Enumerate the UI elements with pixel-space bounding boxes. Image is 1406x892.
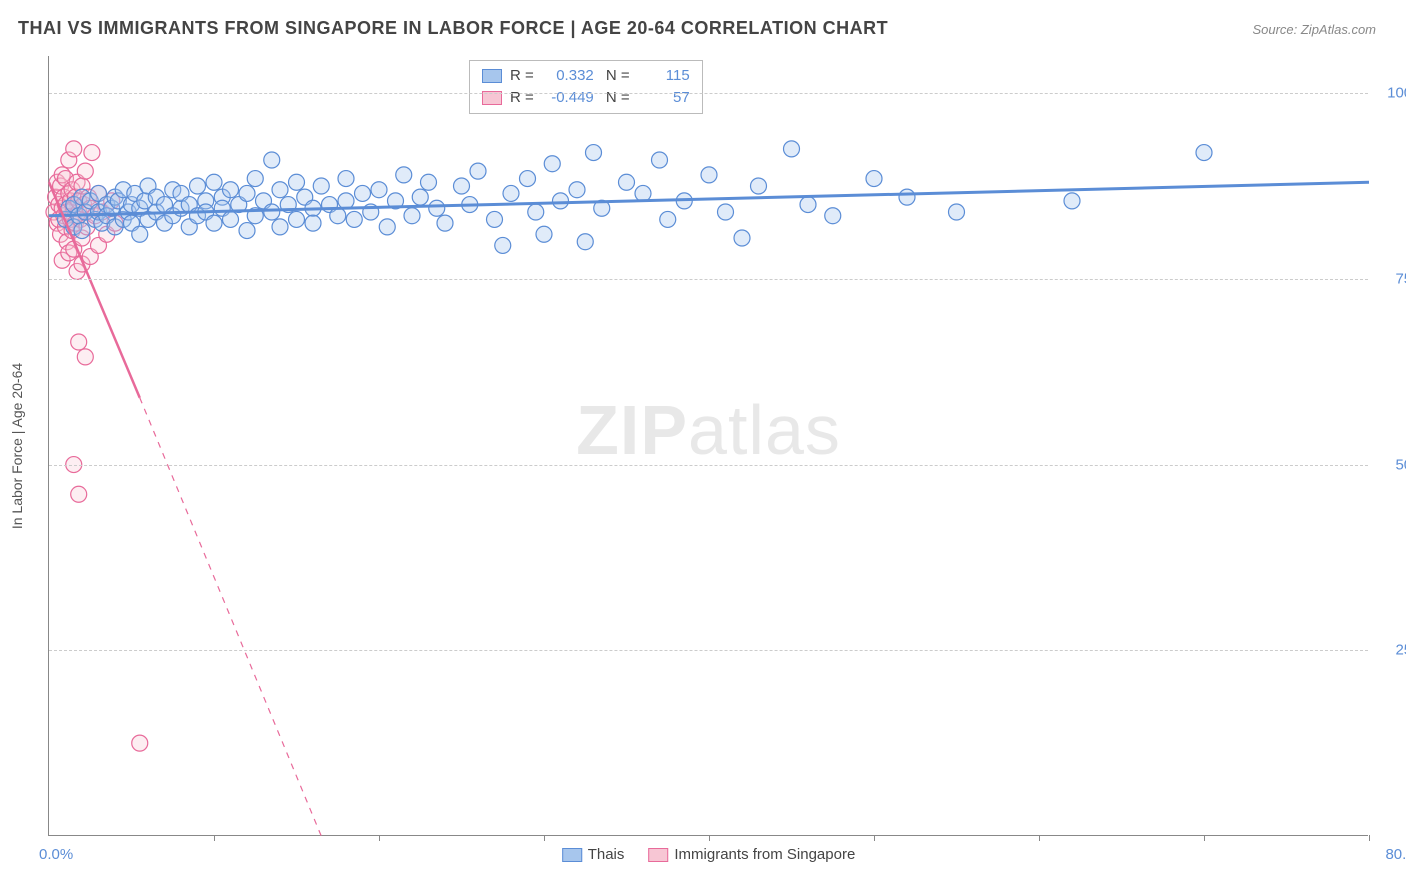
point-blue (289, 211, 305, 227)
point-blue (264, 152, 280, 168)
point-pink (71, 486, 87, 502)
point-blue (206, 174, 222, 190)
legend-item-blue: Thais (562, 846, 625, 863)
point-blue (544, 156, 560, 172)
gridline (49, 650, 1368, 651)
swatch-pink (648, 848, 668, 862)
y-tick-label: 100.0% (1378, 85, 1406, 102)
point-blue (553, 193, 569, 209)
x-tick (379, 835, 380, 841)
point-blue (577, 234, 593, 250)
point-blue (660, 211, 676, 227)
point-blue (379, 219, 395, 235)
point-blue (355, 185, 371, 201)
point-blue (272, 219, 288, 235)
point-blue (528, 204, 544, 220)
point-blue (454, 178, 470, 194)
plot-area: In Labor Force | Age 20-64 ZIPatlas R = … (48, 56, 1368, 836)
series-legend: Thais Immigrants from Singapore (562, 846, 856, 863)
point-blue (272, 182, 288, 198)
point-blue (652, 152, 668, 168)
point-blue (206, 215, 222, 231)
point-blue (371, 182, 387, 198)
point-blue (495, 237, 511, 253)
gridline (49, 93, 1368, 94)
point-pink (77, 163, 93, 179)
point-blue (132, 226, 148, 242)
point-blue (825, 208, 841, 224)
point-blue (239, 185, 255, 201)
point-blue (503, 185, 519, 201)
point-blue (239, 223, 255, 239)
point-blue (734, 230, 750, 246)
legend-label-blue: Thais (588, 846, 625, 863)
point-blue (313, 178, 329, 194)
x-axis-max-label: 80.0% (1385, 846, 1406, 863)
point-blue (635, 185, 651, 201)
point-blue (718, 204, 734, 220)
point-blue (338, 171, 354, 187)
gridline (49, 465, 1368, 466)
x-tick (709, 835, 710, 841)
point-blue (289, 174, 305, 190)
point-blue (520, 171, 536, 187)
point-pink (77, 349, 93, 365)
point-blue (586, 145, 602, 161)
point-blue (619, 174, 635, 190)
point-pink (84, 145, 100, 161)
point-blue (412, 189, 428, 205)
point-blue (330, 208, 346, 224)
point-blue (223, 211, 239, 227)
point-blue (74, 223, 90, 239)
chart-svg (49, 56, 1368, 835)
x-tick (1039, 835, 1040, 841)
source-text: Source: ZipAtlas.com (1252, 22, 1376, 37)
point-blue (190, 178, 206, 194)
trendline-pink-dash (140, 398, 322, 836)
gridline (49, 279, 1368, 280)
point-blue (247, 171, 263, 187)
point-pink (132, 735, 148, 751)
point-blue (487, 211, 503, 227)
x-tick (214, 835, 215, 841)
point-blue (701, 167, 717, 183)
point-blue (569, 182, 585, 198)
point-blue (305, 215, 321, 231)
point-blue (1064, 193, 1080, 209)
point-blue (470, 163, 486, 179)
y-axis-label: In Labor Force | Age 20-64 (9, 362, 25, 528)
point-blue (346, 211, 362, 227)
x-tick (874, 835, 875, 841)
point-blue (800, 197, 816, 213)
point-pink (66, 141, 82, 157)
x-axis-min-label: 0.0% (39, 846, 73, 863)
y-tick-label: 75.0% (1378, 270, 1406, 287)
legend-item-pink: Immigrants from Singapore (648, 846, 855, 863)
y-tick-label: 25.0% (1378, 642, 1406, 659)
point-blue (536, 226, 552, 242)
point-blue (1196, 145, 1212, 161)
point-blue (784, 141, 800, 157)
point-blue (751, 178, 767, 194)
x-tick (544, 835, 545, 841)
y-tick-label: 50.0% (1378, 456, 1406, 473)
legend-label-pink: Immigrants from Singapore (674, 846, 855, 863)
point-pink (71, 334, 87, 350)
point-blue (223, 182, 239, 198)
point-blue (404, 208, 420, 224)
point-blue (949, 204, 965, 220)
point-blue (429, 200, 445, 216)
point-blue (264, 204, 280, 220)
point-blue (338, 193, 354, 209)
point-blue (866, 171, 882, 187)
point-blue (899, 189, 915, 205)
point-blue (421, 174, 437, 190)
x-tick (1204, 835, 1205, 841)
chart-title: THAI VS IMMIGRANTS FROM SINGAPORE IN LAB… (18, 18, 888, 39)
point-blue (437, 215, 453, 231)
swatch-blue (562, 848, 582, 862)
point-blue (396, 167, 412, 183)
x-tick (1369, 835, 1370, 841)
